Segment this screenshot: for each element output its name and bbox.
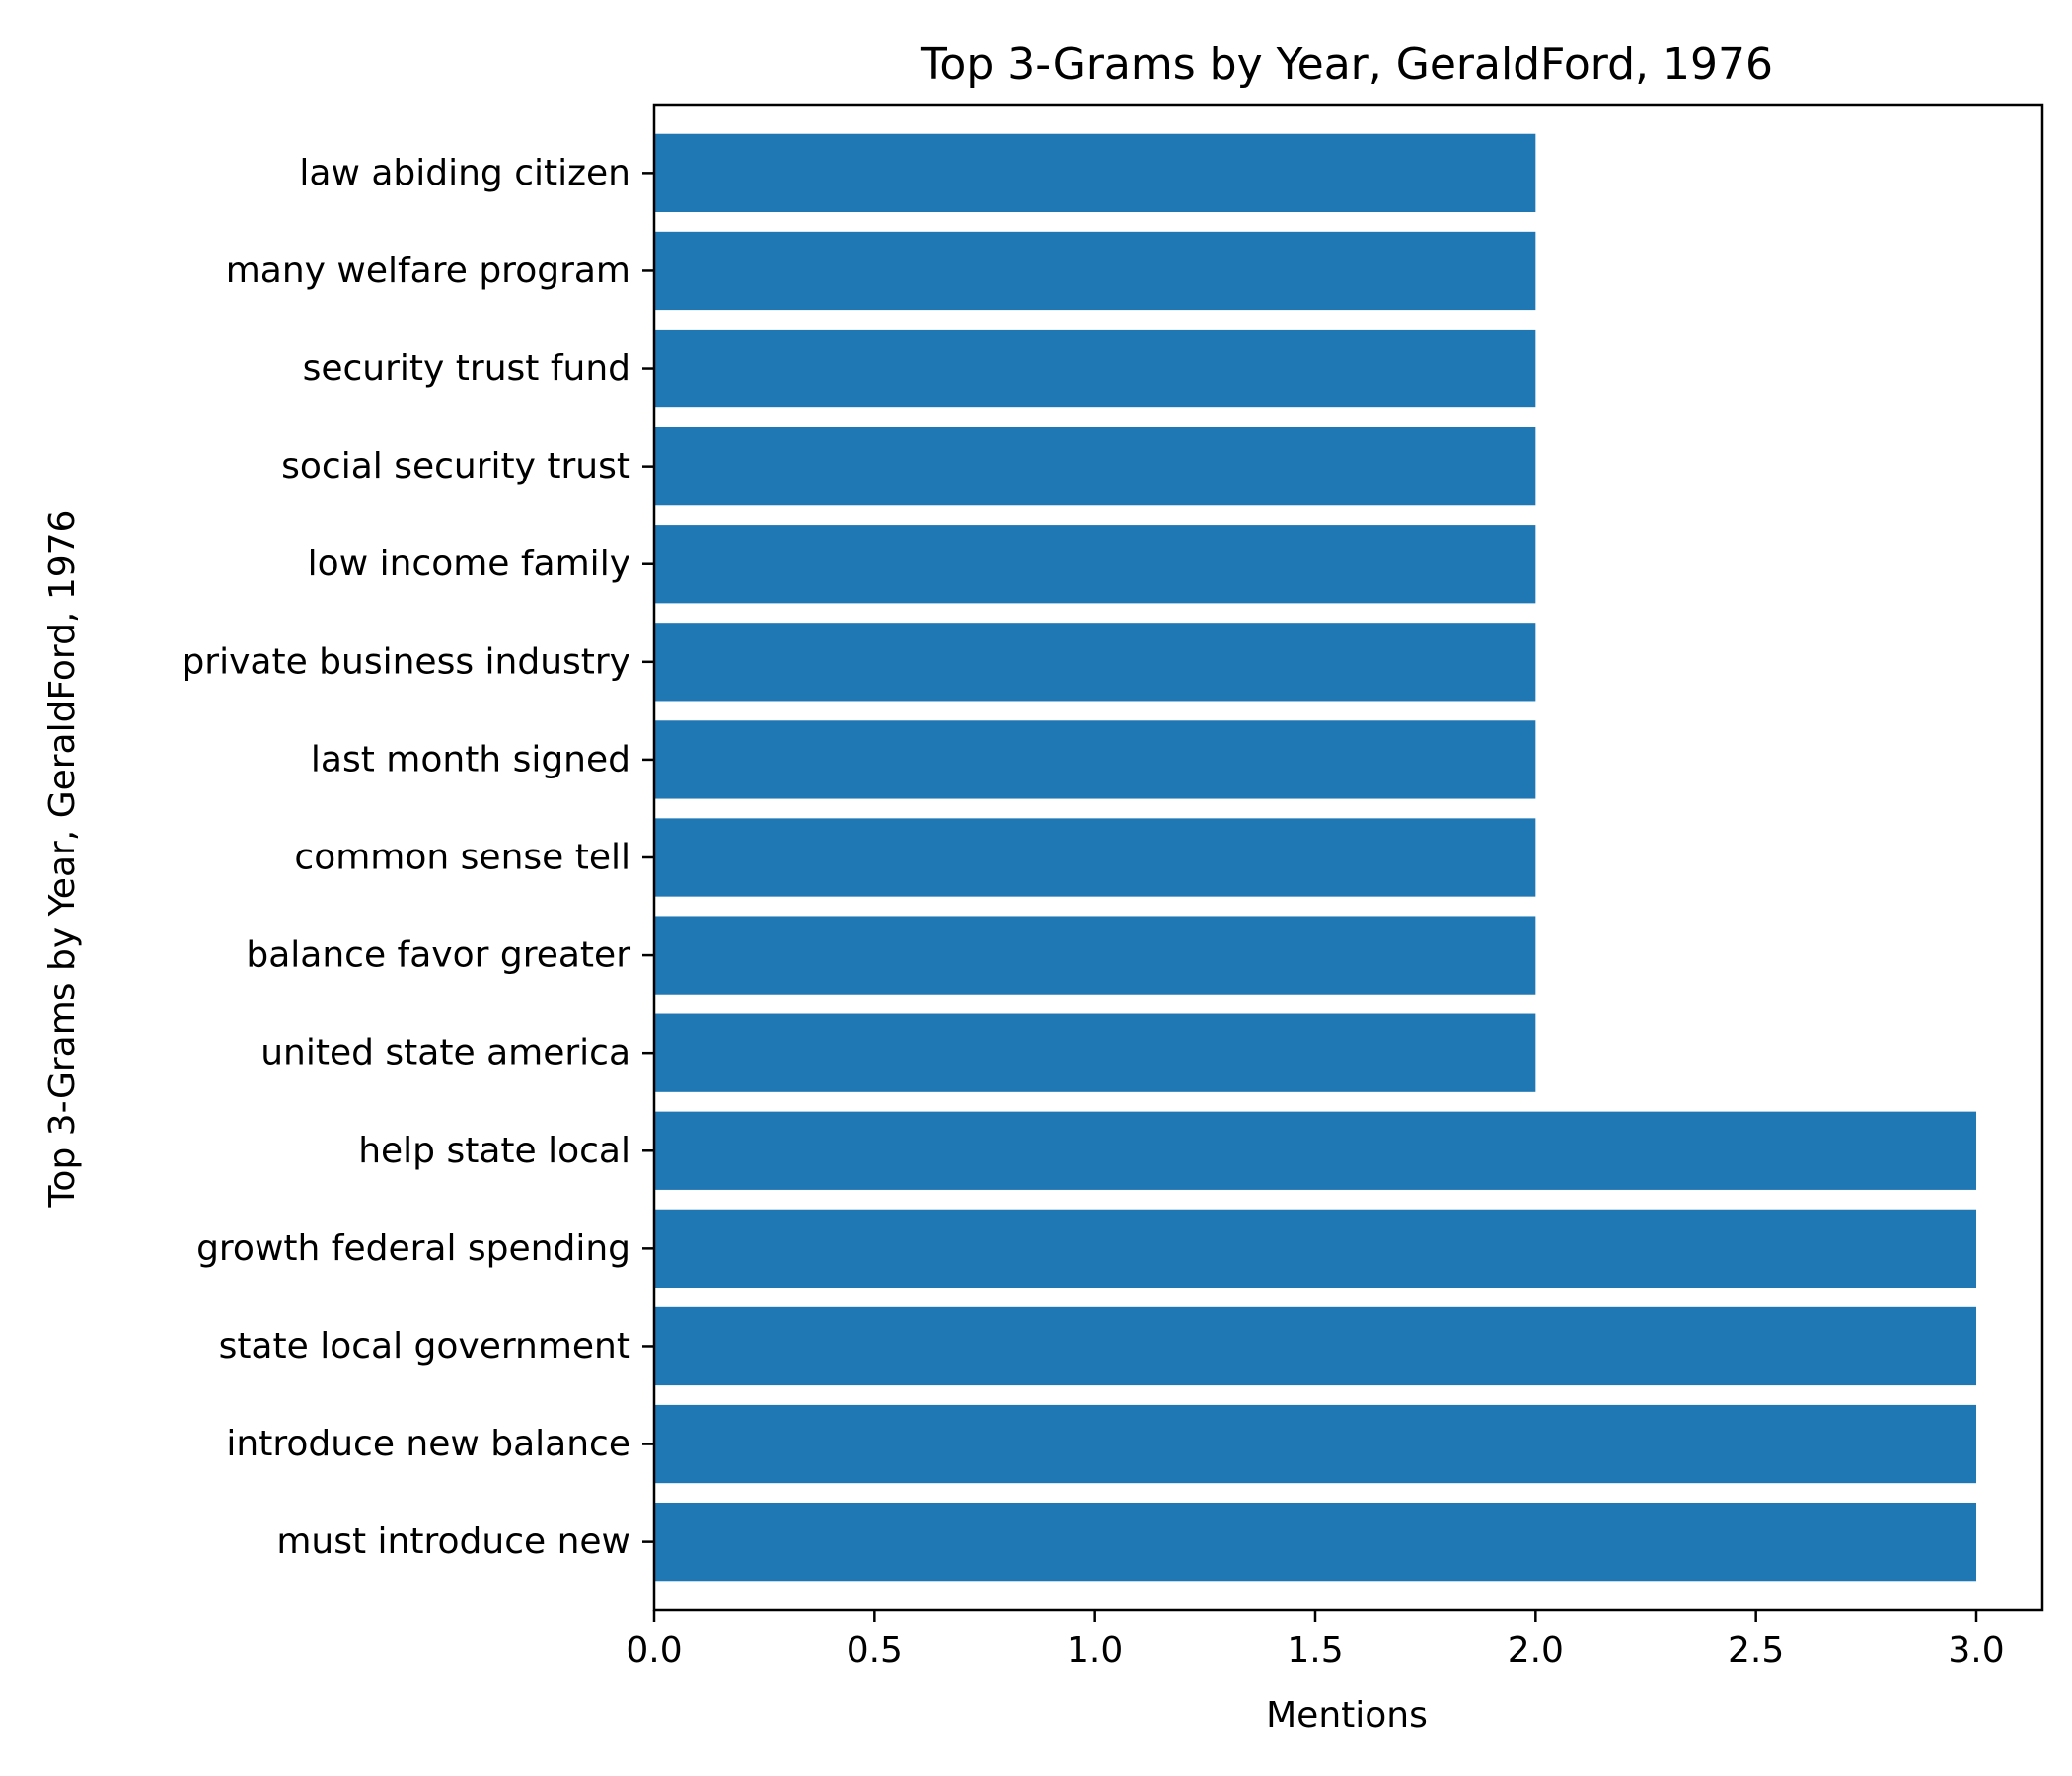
bar-united-state-america — [654, 1013, 1536, 1092]
bar-help-state-local — [654, 1111, 1976, 1190]
y-tick-label: united state america — [260, 1033, 630, 1073]
y-tick-label: help state local — [358, 1131, 630, 1171]
y-tick-label: balance favor greater — [246, 935, 630, 976]
y-tick-label: law abiding citizen — [299, 153, 630, 193]
bar-must-introduce-new — [654, 1503, 1976, 1582]
y-tick-label: last month signed — [311, 739, 630, 779]
y-tick-label: state local government — [219, 1326, 630, 1367]
x-tick-label: 0.0 — [626, 1630, 682, 1670]
bar-growth-federal-spending — [654, 1209, 1976, 1288]
x-tick-label: 2.0 — [1508, 1630, 1564, 1670]
y-tick-label: security trust fund — [303, 348, 630, 389]
bar-common-sense-tell — [654, 818, 1536, 897]
bar-law-abiding-citizen — [654, 133, 1536, 212]
y-tick-label: growth federal spending — [196, 1228, 630, 1269]
bars-group — [654, 133, 1976, 1582]
x-tick-label: 2.5 — [1728, 1630, 1784, 1670]
y-tick-label: social security trust — [281, 446, 630, 486]
x-axis-ticks: 0.0 0.5 1.0 1.5 2.0 2.5 3.0 — [626, 1610, 2005, 1670]
y-tick-label: must introduce new — [276, 1521, 630, 1562]
y-axis-label: Top 3-Grams by Year, GeraldFord, 1976 — [42, 510, 83, 1209]
y-tick-label: introduce new balance — [226, 1424, 630, 1464]
y-axis-ticks: must introduce new introduce new balance s… — [182, 153, 654, 1562]
bar-private-business-industry — [654, 623, 1536, 702]
bar-social-security-trust — [654, 427, 1536, 506]
bar-introduce-new-balance — [654, 1404, 1976, 1484]
bar-last-month-signed — [654, 720, 1536, 799]
bar-security-trust-fund — [654, 329, 1536, 408]
y-tick-label: common sense tell — [294, 838, 630, 878]
bar-balance-favor-greater — [654, 916, 1536, 995]
bar-low-income-family — [654, 525, 1536, 604]
y-tick-label: private business industry — [182, 641, 630, 682]
bar-state-local-government — [654, 1306, 1976, 1386]
x-tick-label: 1.0 — [1067, 1630, 1123, 1670]
chart-title: Top 3-Grams by Year, GeraldFord, 1976 — [920, 39, 1773, 90]
bar-many-welfare-program — [654, 231, 1536, 311]
x-tick-label: 1.5 — [1287, 1630, 1343, 1670]
x-axis-label: Mentions — [1266, 1695, 1428, 1736]
x-tick-label: 3.0 — [1948, 1630, 2004, 1670]
y-tick-label: low income family — [308, 544, 630, 584]
y-tick-label: many welfare program — [226, 251, 630, 291]
x-tick-label: 0.5 — [847, 1630, 903, 1670]
